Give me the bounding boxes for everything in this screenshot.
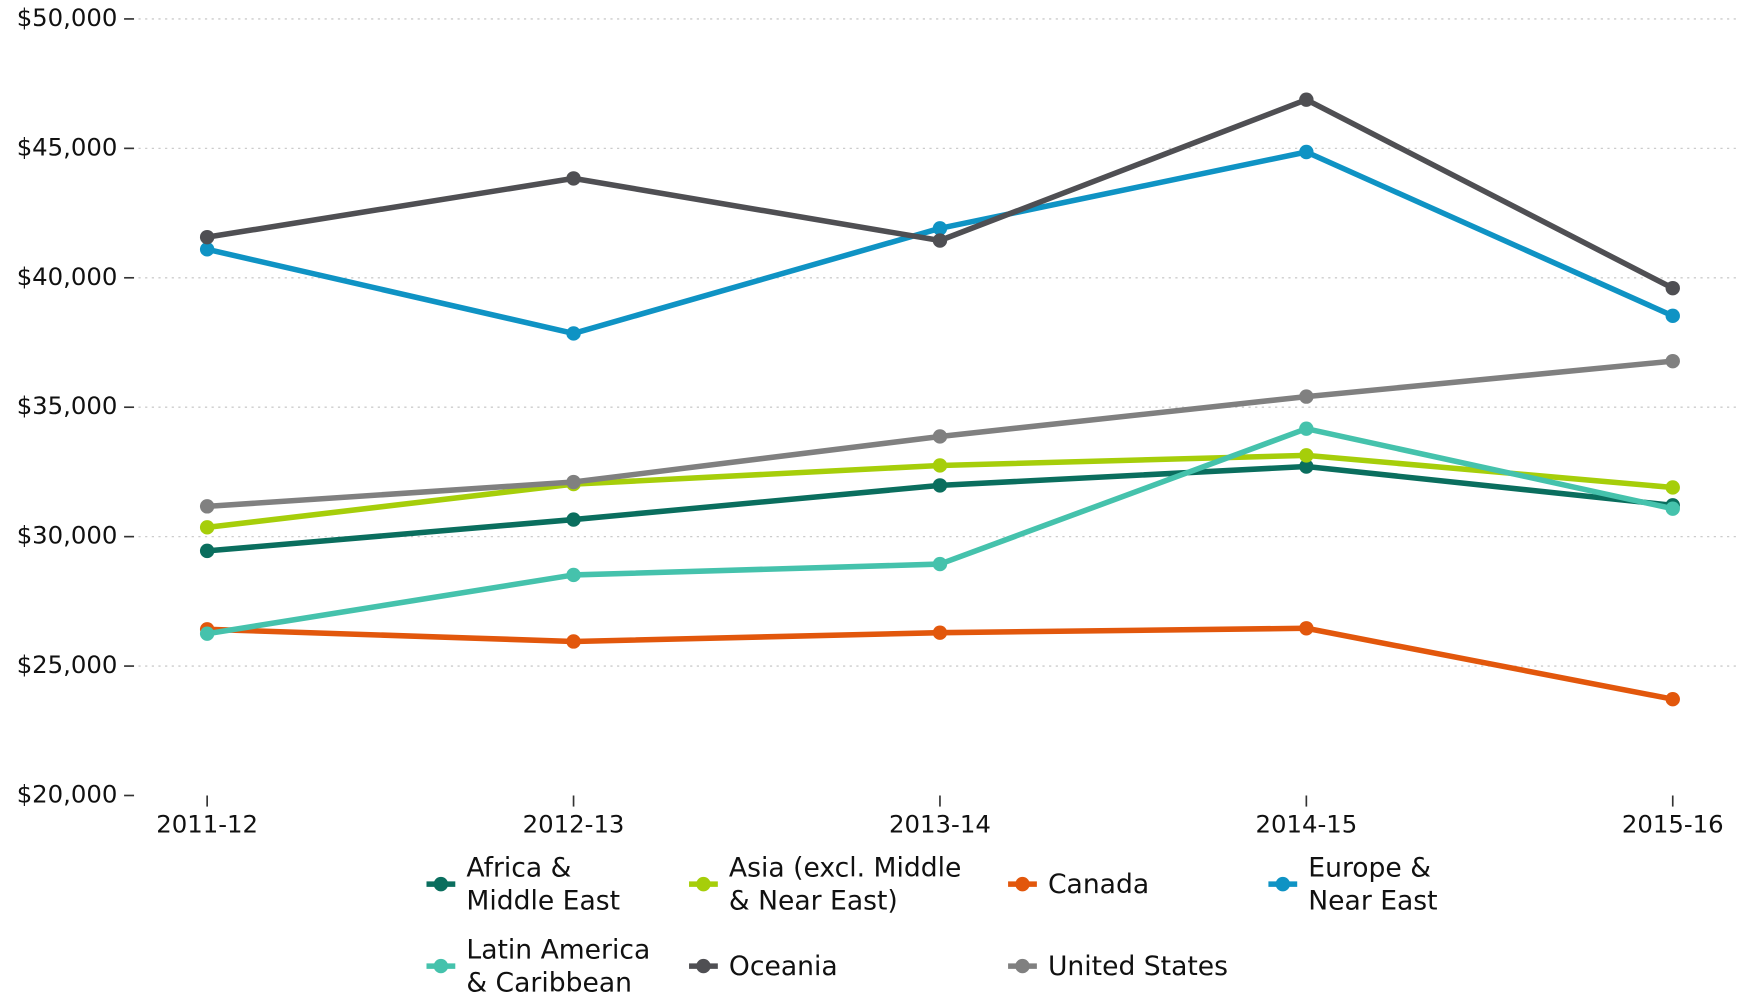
data-point: [566, 474, 581, 490]
data-point: [566, 567, 581, 583]
data-point: [1665, 308, 1680, 324]
data-point: [1665, 280, 1680, 296]
legend-label: Canada: [1047, 868, 1150, 900]
data-point: [199, 242, 215, 257]
data-point: [1299, 448, 1314, 463]
legend-entry: Latin America & Caribbean: [466, 933, 651, 995]
data-point: [1299, 389, 1314, 404]
data-point: [1299, 459, 1314, 474]
data-point: [932, 478, 948, 493]
data-point: [199, 543, 215, 559]
data-point: [199, 626, 215, 641]
data-point: [1665, 691, 1680, 707]
x-tick-label: 2012-13: [523, 809, 625, 838]
legend-marker: [433, 876, 449, 892]
data-point: [932, 458, 948, 473]
data-point: [932, 221, 948, 236]
legend-entry: Asia (excl. Middle & Near East): [728, 851, 962, 917]
x-tick-label: 2015-16: [1622, 809, 1724, 838]
data-point: [566, 326, 581, 341]
legend-marker: [433, 958, 449, 974]
legend-marker: [1015, 958, 1030, 974]
data-point: [566, 634, 581, 649]
y-tick-label: $25,000: [17, 650, 118, 679]
data-point: [1665, 480, 1680, 495]
legend-label: Oceania: [728, 950, 838, 982]
data-point: [1299, 421, 1314, 436]
legend-label: Latin America & Caribbean: [466, 933, 651, 995]
series-line: [206, 96, 1675, 291]
data-point: [199, 229, 215, 245]
data-point: [1299, 92, 1314, 107]
data-point: [932, 429, 948, 444]
x-tick-label: 2011-12: [156, 809, 258, 838]
y-tick-label: $50,000: [17, 3, 118, 32]
data-point: [1665, 501, 1680, 516]
y-tick-label: $45,000: [17, 132, 118, 161]
data-point: [199, 520, 215, 535]
y-tick-label: $35,000: [17, 391, 118, 420]
data-point: [199, 499, 215, 514]
x-tick-label: 2014-15: [1255, 809, 1357, 838]
legend-label: Africa & Middle East: [466, 851, 621, 917]
legend-entry: United States: [1047, 950, 1228, 982]
y-tick-label: $20,000: [17, 779, 118, 808]
legend-entry: Europe & Near East: [1308, 851, 1438, 917]
legend-entry: Oceania: [728, 950, 838, 982]
legend-marker: [1275, 876, 1291, 892]
data-point: [1299, 144, 1314, 160]
legend-marker: [1015, 876, 1030, 892]
data-point: [932, 556, 948, 572]
data-point: [566, 512, 581, 527]
data-point: [1299, 621, 1314, 636]
y-tick-label: $30,000: [17, 521, 118, 550]
legend-entry: Africa & Middle East: [466, 851, 621, 917]
data-point: [932, 625, 948, 640]
data-point: [1665, 353, 1680, 369]
data-point: [566, 171, 581, 186]
legend-entry: Canada: [1047, 868, 1150, 900]
x-tick-label: 2013-14: [889, 809, 991, 838]
legend-label: United States: [1047, 950, 1228, 982]
legend-marker: [696, 876, 711, 892]
legend-label: Europe & Near East: [1308, 851, 1438, 917]
y-tick-label: $40,000: [17, 262, 118, 291]
legend-label: Asia (excl. Middle & Near East): [728, 851, 962, 917]
data-point: [932, 233, 948, 248]
legend-marker: [696, 958, 711, 974]
